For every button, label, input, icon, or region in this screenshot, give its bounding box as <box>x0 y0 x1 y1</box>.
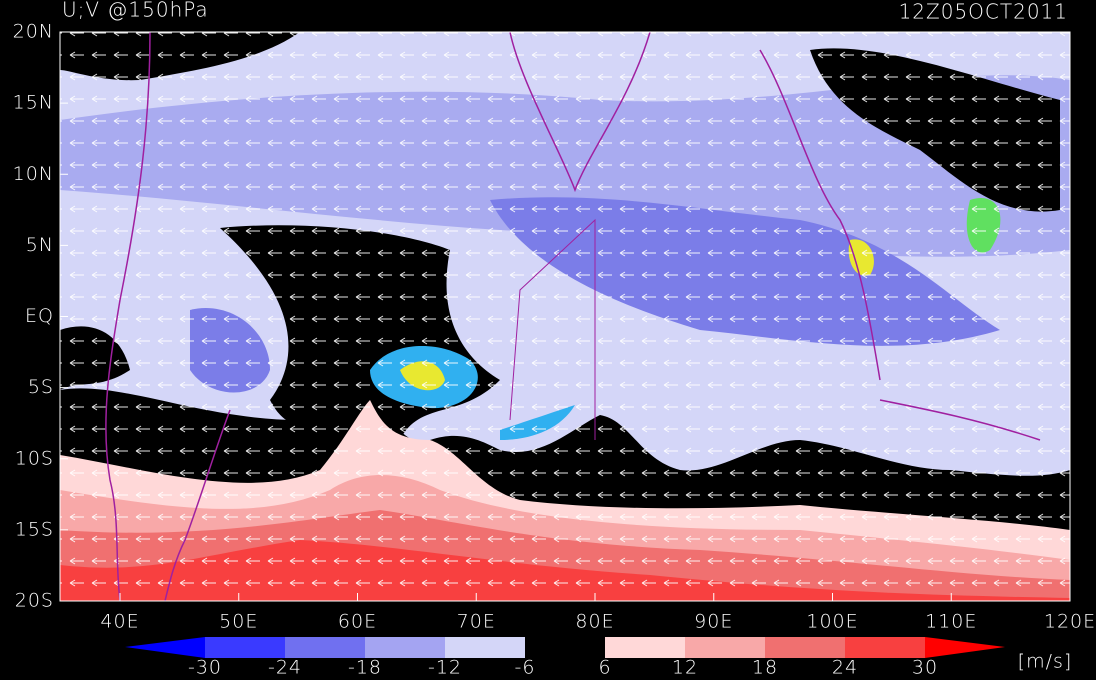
lon-label: 60E <box>338 611 377 633</box>
coastline <box>759 49 881 381</box>
lat-label: 10N <box>13 163 54 185</box>
colorbar-swatch <box>605 637 685 658</box>
colorbar-label: -6 <box>515 657 536 679</box>
colorbar-labels: -30 -24 -18 -12 -6 6 12 18 24 30 <box>188 657 938 679</box>
map-time: 12Z05OCT2011 <box>899 0 1068 24</box>
plot-area <box>60 32 1070 601</box>
boundary <box>509 218 596 440</box>
lon-label: 100E <box>806 611 858 633</box>
coastline <box>509 32 651 193</box>
colorbar-label: -30 <box>188 657 222 679</box>
lon-label: 70E <box>457 611 496 633</box>
colorbar-unit: [m/s] <box>1018 651 1073 673</box>
colorbar-label: 30 <box>912 657 938 679</box>
colorbar-swatch <box>285 637 365 658</box>
lat-label: 5S <box>28 376 54 398</box>
colorbar-swatch <box>525 637 605 658</box>
lon-label: 110E <box>925 611 977 633</box>
colorbar-label: -24 <box>268 657 302 679</box>
lon-label: 80E <box>575 611 614 633</box>
lat-label: 10S <box>15 447 54 469</box>
colorbar-arrow <box>925 637 1005 658</box>
lat-label: 20N <box>13 21 54 43</box>
colorbar-swatch <box>445 637 525 658</box>
colorbar-swatch <box>845 637 925 658</box>
colorbar-swatch <box>205 637 285 658</box>
lon-label: 50E <box>219 611 258 633</box>
colorbar-swatch <box>365 637 445 658</box>
coastline <box>105 32 151 601</box>
colorbar-label: 18 <box>752 657 778 679</box>
colorbar-swatch <box>765 637 845 658</box>
lon-label: 120E <box>1044 611 1096 633</box>
coastline <box>879 399 1041 441</box>
colorbar-label: -18 <box>348 657 382 679</box>
axes: 20N 15N 10N 5N EQ 5S 10S 15S 20S 40E 50E 60E 70E 80E 9… <box>13 21 1096 633</box>
colorbar-label: -12 <box>428 657 462 679</box>
lon-label: 40E <box>100 611 139 633</box>
colorbar-label: 6 <box>598 657 611 679</box>
lat-label: EQ <box>25 305 54 327</box>
wind-vectors <box>60 32 1070 601</box>
lat-label: 5N <box>26 234 54 256</box>
colorbar-label: 24 <box>832 657 858 679</box>
colorbar-label: 12 <box>672 657 698 679</box>
coastline <box>164 409 231 601</box>
colorbar-swatch <box>685 637 765 658</box>
colorbar-arrow <box>125 637 205 658</box>
colorbar: [m/s] <box>125 637 1073 673</box>
lat-label: 15S <box>15 518 54 540</box>
lon-label: 90E <box>694 611 733 633</box>
lat-label: 15N <box>13 92 54 114</box>
map-title: U;V @150hPa <box>62 0 209 22</box>
lat-label: 20S <box>15 590 54 612</box>
